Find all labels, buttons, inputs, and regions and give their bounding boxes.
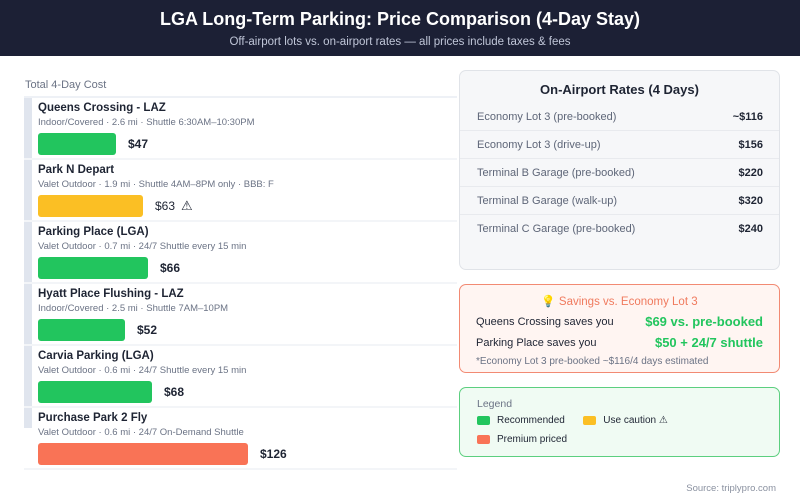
lot-name: Park N Depart (38, 164, 115, 176)
lot-name: Parking Place (LGA) (38, 226, 149, 238)
on-airport-panel: On-Airport Rates (4 Days) Economy Lot 3 … (459, 70, 780, 270)
savings-title: Savings vs. Economy Lot 3 (558, 296, 698, 308)
savings-panel: 💡 Savings vs. Economy Lot 3 Queens Cross… (459, 284, 780, 373)
lot-details: Indoor/Covered · 2.6 mi · Shuttle 6:30AM… (38, 117, 255, 128)
bar-value-label: $52 (137, 323, 158, 337)
bar-value-label: $66 (160, 261, 181, 275)
lot-name: Queens Crossing - LAZ (38, 102, 166, 114)
rate-row: Terminal B Garage (walk-up) $320 (460, 187, 779, 215)
bar-value-label: $68 (164, 385, 185, 399)
lightbulb-icon: 💡 (541, 296, 556, 308)
axis-label: Total 4-Day Cost (25, 79, 107, 91)
legend: Legend Recommended Use caution ⚠ Premium… (459, 387, 780, 457)
savings-value: $69 vs. pre-booked (645, 314, 763, 329)
bar (38, 443, 248, 465)
legend-item-recommended: Recommended (477, 415, 565, 426)
rate-row: Terminal B Garage (pre-booked) $220 (460, 159, 779, 187)
list-item: Hyatt Place Flushing - LAZ Indoor/Covere… (24, 284, 457, 346)
legend-label: Recommended (497, 415, 565, 426)
savings-note: *Economy Lot 3 pre-booked ~$116/4 days e… (476, 356, 709, 367)
rate-value: $156 (738, 138, 763, 151)
page-subtitle: Off-airport lots vs. on-airport rates — … (229, 36, 571, 48)
page-title: LGA Long-Term Parking: Price Comparison … (159, 9, 641, 29)
rate-value: $220 (738, 166, 763, 179)
rate-label: Terminal B Garage (pre-booked) (477, 166, 635, 179)
rate-label: Economy Lot 3 (pre-booked) (477, 110, 617, 123)
on-airport-title: On-Airport Rates (4 Days) (540, 82, 699, 97)
legend-swatch (477, 435, 490, 444)
parking-list: Queens Crossing - LAZ Indoor/Covered · 2… (24, 96, 457, 470)
rate-row: Economy Lot 3 (pre-booked) ~$116 (460, 103, 779, 131)
lot-name: Hyatt Place Flushing - LAZ (38, 288, 184, 300)
savings-value: $50 + 24/7 shuttle (654, 335, 763, 350)
legend-item-premium: Premium priced (477, 434, 567, 445)
rate-label: Terminal C Garage (pre-booked) (477, 223, 636, 235)
savings-label: Parking Place saves you (476, 336, 597, 349)
bar (38, 133, 116, 155)
legend-title: Legend (477, 398, 513, 410)
bar-value-label: $47 (128, 137, 149, 151)
warning-icon: ⚠ (658, 415, 668, 426)
warning-icon: ⚠ (181, 198, 193, 213)
bar-value-label: $126 (260, 447, 287, 461)
rate-value: $240 (738, 223, 763, 235)
legend-label: Premium priced (497, 434, 568, 445)
lot-details: Valet Outdoor · 0.6 mi · 24/7 Shuttle ev… (38, 365, 247, 376)
lot-details: Indoor/Covered · 2.5 mi · Shuttle 7AM–10… (38, 303, 229, 314)
savings-header: 💡 Savings vs. Economy Lot 3 (476, 294, 763, 308)
rate-label: Economy Lot 3 (drive-up) (477, 138, 601, 151)
savings-row: Parking Place saves you $50 + 24/7 shuttl… (476, 335, 763, 350)
legend-swatch (583, 416, 597, 425)
bar (38, 257, 148, 279)
list-item: Queens Crossing - LAZ Indoor/Covered · 2… (24, 98, 457, 160)
lot-name: Purchase Park 2 Fly (38, 412, 148, 424)
rate-value: $320 (738, 194, 763, 207)
axis-strip (24, 98, 32, 428)
lot-details: Valet Outdoor · 1.9 mi · Shuttle 4AM–8PM… (38, 179, 274, 190)
list-item: Purchase Park 2 Fly Valet Outdoor · 0.6 … (24, 408, 457, 470)
list-item: Park N Depart Valet Outdoor · 1.9 mi · S… (24, 160, 457, 222)
bar (38, 319, 125, 341)
legend-label: Use caution (603, 415, 657, 426)
savings-row: Queens Crossing saves you $69 vs. pre-boo… (476, 314, 763, 329)
lot-details: Valet Outdoor · 0.6 mi · 24/7 On-Demand … (38, 427, 244, 438)
bar (38, 381, 152, 403)
lot-details: Valet Outdoor · 0.7 mi · 24/7 Shuttle ev… (38, 241, 247, 252)
savings-label: Queens Crossing saves you (476, 315, 614, 328)
list-item: Carvia Parking (LGA) Valet Outdoor · 0.6… (24, 346, 457, 408)
bar-value-label: $63 (155, 199, 176, 213)
rate-row: Terminal C Garage (pre-booked) $240 (460, 215, 779, 243)
rate-value: ~$116 (732, 110, 763, 123)
list-item: Parking Place (LGA) Valet Outdoor · 0.7 … (24, 222, 457, 284)
bar (38, 195, 143, 217)
rate-row: Economy Lot 3 (drive-up) $156 (460, 131, 779, 159)
legend-item-caution: Use caution ⚠ (583, 415, 668, 426)
header: LGA Long-Term Parking: Price Comparison … (0, 0, 800, 56)
lot-name: Carvia Parking (LGA) (38, 350, 154, 362)
source: Source: triplypro.com (686, 483, 776, 494)
legend-swatch (477, 416, 490, 425)
rate-label: Terminal B Garage (walk-up) (477, 194, 617, 207)
